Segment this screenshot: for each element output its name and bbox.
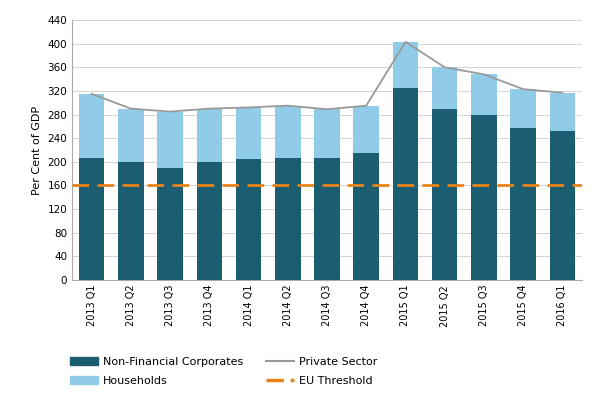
Bar	[471, 74, 497, 114]
Bar	[511, 128, 536, 280]
Bar	[197, 162, 222, 280]
Bar	[157, 112, 183, 168]
Bar	[550, 131, 575, 280]
Bar	[118, 162, 143, 280]
Bar	[353, 106, 379, 153]
Bar	[314, 158, 340, 280]
Bar	[236, 108, 261, 160]
Bar	[432, 67, 457, 109]
Bar	[275, 158, 301, 280]
Bar	[353, 153, 379, 280]
Bar	[511, 89, 536, 128]
Bar	[197, 109, 222, 162]
Bar	[393, 88, 418, 280]
Bar	[393, 42, 418, 88]
Bar	[314, 109, 340, 158]
Bar	[471, 114, 497, 280]
Bar	[275, 106, 301, 158]
Bar	[118, 109, 143, 162]
Y-axis label: Per Cent of GDP: Per Cent of GDP	[32, 106, 42, 194]
Legend: Non-Financial Corporates, Households, Private Sector, EU Threshold: Non-Financial Corporates, Households, Pr…	[65, 353, 382, 390]
Bar	[236, 160, 261, 280]
Bar	[79, 94, 104, 158]
Bar	[157, 168, 183, 280]
Bar	[432, 109, 457, 280]
Bar	[550, 93, 575, 131]
Bar	[79, 158, 104, 280]
